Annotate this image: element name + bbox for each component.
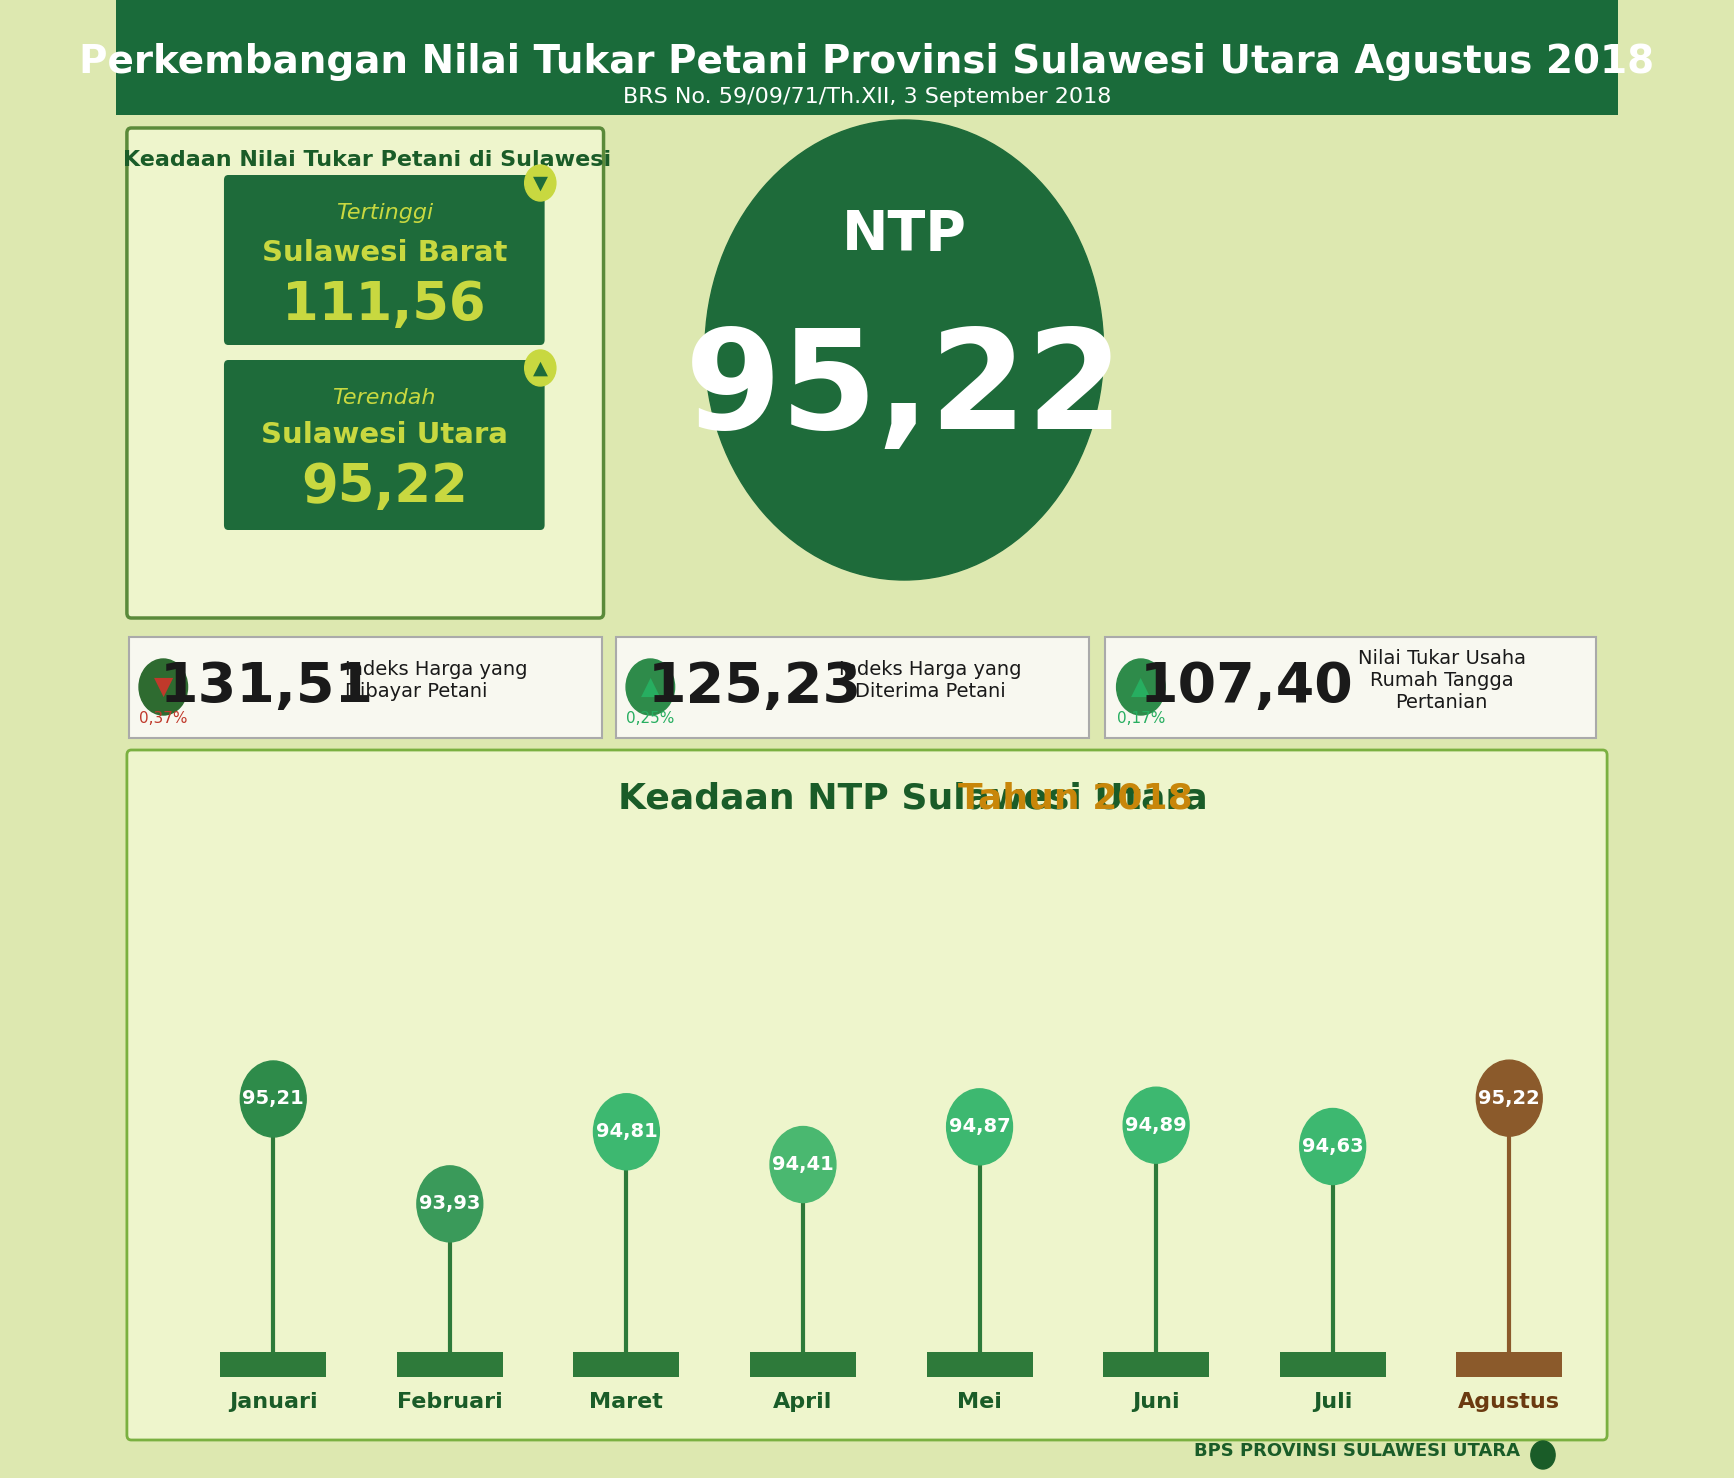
Text: Nilai Tukar Usaha
Rumah Tangga
Pertanian: Nilai Tukar Usaha Rumah Tangga Pertanian	[1358, 649, 1526, 711]
Text: Keadaan Nilai Tukar Petani di Sulawesi: Keadaan Nilai Tukar Petani di Sulawesi	[123, 149, 610, 170]
Text: 95,22: 95,22	[1479, 1089, 1540, 1107]
Text: Februari: Februari	[397, 1392, 503, 1411]
Circle shape	[1124, 1088, 1190, 1163]
Text: April: April	[773, 1392, 832, 1411]
Text: Sulawesi Utara: Sulawesi Utara	[260, 421, 508, 449]
Text: ▼: ▼	[154, 675, 173, 699]
Text: ▼: ▼	[532, 173, 548, 192]
FancyBboxPatch shape	[574, 1352, 680, 1377]
Text: Maret: Maret	[590, 1392, 664, 1411]
Text: 125,23: 125,23	[647, 661, 862, 714]
Text: 94,63: 94,63	[1302, 1137, 1363, 1156]
Text: 94,87: 94,87	[948, 1117, 1011, 1137]
FancyBboxPatch shape	[1457, 1352, 1562, 1377]
Circle shape	[525, 350, 557, 386]
Circle shape	[770, 1126, 836, 1203]
Text: BPS PROVINSI SULAWESI UTARA: BPS PROVINSI SULAWESI UTARA	[1193, 1443, 1519, 1460]
Text: 95,21: 95,21	[243, 1089, 303, 1108]
Text: ▲: ▲	[1131, 675, 1150, 699]
Text: 111,56: 111,56	[283, 279, 486, 331]
Circle shape	[241, 1061, 307, 1137]
FancyBboxPatch shape	[616, 637, 1089, 738]
Circle shape	[947, 1089, 1013, 1165]
Circle shape	[1300, 1108, 1366, 1184]
Circle shape	[1476, 1060, 1542, 1137]
FancyBboxPatch shape	[926, 1352, 1032, 1377]
Circle shape	[139, 659, 187, 715]
Text: 95,22: 95,22	[685, 322, 1124, 458]
FancyBboxPatch shape	[220, 1352, 326, 1377]
Text: 94,89: 94,89	[1125, 1116, 1188, 1135]
Circle shape	[1531, 1441, 1555, 1469]
FancyBboxPatch shape	[1105, 637, 1595, 738]
Text: Indeks Harga yang
Dibayar Petani: Indeks Harga yang Dibayar Petani	[345, 659, 527, 701]
FancyBboxPatch shape	[128, 637, 602, 738]
FancyBboxPatch shape	[224, 361, 544, 531]
Text: 0,25%: 0,25%	[626, 711, 675, 726]
Text: Juli: Juli	[1313, 1392, 1353, 1411]
FancyBboxPatch shape	[1280, 1352, 1385, 1377]
Text: 0,37%: 0,37%	[139, 711, 187, 726]
Text: 0,17%: 0,17%	[1117, 711, 1165, 726]
FancyBboxPatch shape	[224, 174, 544, 344]
Text: 131,51: 131,51	[160, 661, 375, 714]
Text: 95,22: 95,22	[302, 461, 468, 513]
FancyBboxPatch shape	[397, 1352, 503, 1377]
Text: Tahun 2018: Tahun 2018	[957, 780, 1193, 814]
Text: 93,93: 93,93	[420, 1194, 480, 1213]
FancyBboxPatch shape	[127, 749, 1607, 1440]
Text: Sulawesi Barat: Sulawesi Barat	[262, 239, 506, 268]
Circle shape	[416, 1166, 482, 1242]
Text: Tertinggi: Tertinggi	[336, 202, 434, 223]
Text: Keadaan NTP Sulawesi Utara: Keadaan NTP Sulawesi Utara	[619, 780, 1221, 814]
FancyBboxPatch shape	[127, 129, 603, 618]
Text: ▲: ▲	[532, 359, 548, 377]
FancyBboxPatch shape	[125, 126, 1609, 1465]
Text: BRS No. 59/09/71/Th.XII, 3 September 2018: BRS No. 59/09/71/Th.XII, 3 September 201…	[623, 87, 1111, 106]
Circle shape	[593, 1094, 659, 1169]
Text: 94,41: 94,41	[772, 1154, 834, 1174]
Circle shape	[626, 659, 675, 715]
FancyBboxPatch shape	[1103, 1352, 1209, 1377]
Text: Terendah: Terendah	[333, 389, 435, 408]
Circle shape	[706, 120, 1103, 579]
Text: Perkembangan Nilai Tukar Petani Provinsi Sulawesi Utara Agustus 2018: Perkembangan Nilai Tukar Petani Provinsi…	[80, 43, 1654, 81]
Circle shape	[525, 166, 557, 201]
Text: Juni: Juni	[1132, 1392, 1179, 1411]
Circle shape	[1117, 659, 1165, 715]
Text: NTP: NTP	[841, 208, 966, 262]
Text: Indeks Harga yang
Diterima Petani: Indeks Harga yang Diterima Petani	[839, 659, 1021, 701]
Text: 107,40: 107,40	[1139, 661, 1354, 714]
FancyBboxPatch shape	[751, 1352, 857, 1377]
Text: Mei: Mei	[957, 1392, 1002, 1411]
Text: 94,81: 94,81	[595, 1122, 657, 1141]
Text: ▲: ▲	[642, 675, 661, 699]
Text: Agustus: Agustus	[1458, 1392, 1561, 1411]
FancyBboxPatch shape	[116, 0, 1618, 115]
Text: Januari: Januari	[229, 1392, 317, 1411]
